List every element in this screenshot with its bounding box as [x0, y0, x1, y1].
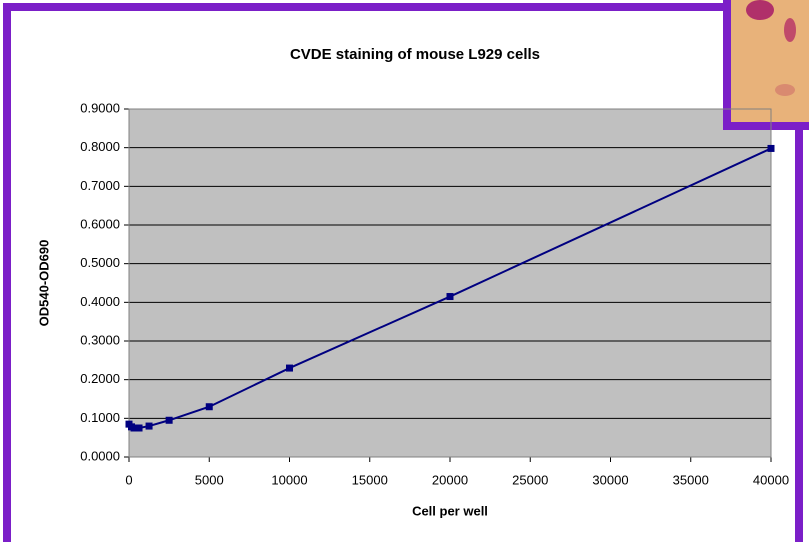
- point: [136, 425, 143, 432]
- y-tick-label: 0.9000: [80, 100, 120, 115]
- x-tick-label: 40000: [753, 472, 789, 487]
- y-tick-label: 0.3000: [80, 332, 120, 347]
- x-tick-label: 20000: [432, 472, 468, 487]
- point: [768, 145, 775, 152]
- x-tick-label: 25000: [512, 472, 548, 487]
- x-tick-label: 35000: [673, 472, 709, 487]
- plot-area: [129, 109, 771, 457]
- x-tick-label: 15000: [352, 472, 388, 487]
- chart-title: CVDE staining of mouse L929 cells: [290, 46, 540, 63]
- point: [166, 417, 173, 424]
- point: [286, 365, 293, 372]
- chart: CVDE staining of mouse L929 cells Cell p…: [0, 0, 809, 542]
- x-tick-label: 0: [125, 472, 132, 487]
- y-tick-label: 0.4000: [80, 294, 120, 309]
- point: [146, 423, 153, 430]
- y-tick-label: 0.0000: [80, 448, 120, 463]
- y-tick-label: 0.2000: [80, 371, 120, 386]
- inset-photo: [727, 0, 809, 126]
- y-tick-label: 0.6000: [80, 216, 120, 231]
- x-tick-label: 5000: [195, 472, 224, 487]
- y-axis-label: OD540-OD690: [36, 240, 51, 327]
- point: [447, 293, 454, 300]
- x-axis-label: Cell per well: [412, 503, 488, 518]
- y-tick-label: 0.1000: [80, 410, 120, 425]
- point: [206, 403, 213, 410]
- y-tick-label: 0.7000: [80, 178, 120, 193]
- x-tick-label: 10000: [271, 472, 307, 487]
- y-tick-label: 0.8000: [80, 139, 120, 154]
- y-tick-label: 0.5000: [80, 255, 120, 270]
- x-tick-label: 30000: [592, 472, 628, 487]
